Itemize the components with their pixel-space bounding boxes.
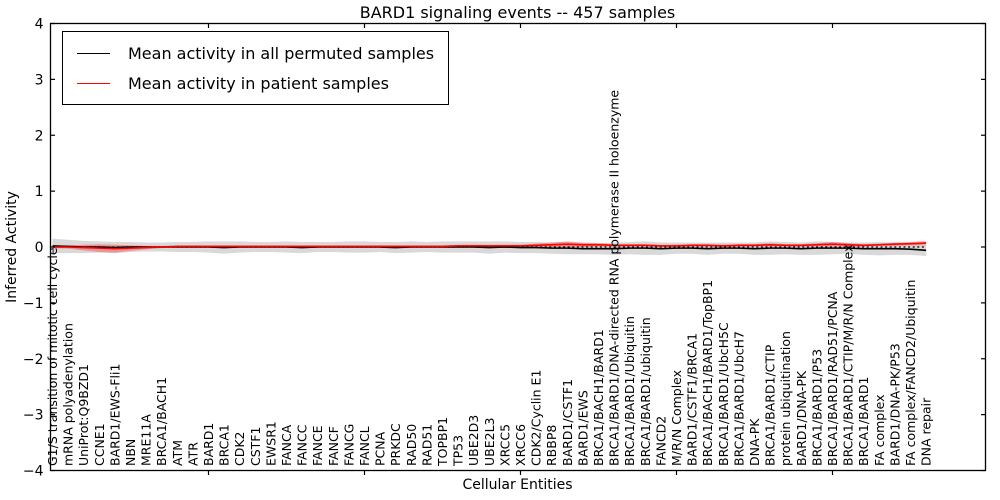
category-label: XRCC6 (513, 424, 528, 466)
category-label: BARD1 (201, 423, 216, 466)
category-label: BRCA1/BARD1/ubiquitin (638, 317, 653, 466)
y-tick-label: 2 (35, 128, 44, 144)
y-tick-label: −1 (23, 296, 44, 312)
legend-label-patient: Mean activity in patient samples (128, 73, 389, 93)
category-label: FANCC (295, 424, 310, 466)
patient-line-swatch (77, 82, 110, 84)
category-label: BRCA1/BARD1/Ubiquitin (622, 316, 637, 466)
category-label: PCNA (373, 431, 388, 466)
category-label: BARD1/DNA-PK/P53 (887, 343, 902, 466)
chart-title: BARD1 signaling events -- 457 samples (359, 3, 676, 22)
category-label: BARD1/CSTF1/BRCA1 (685, 333, 700, 466)
category-label: TOPBP1 (435, 417, 450, 467)
category-label: XRCC5 (497, 424, 512, 466)
category-label: RAD51 (419, 424, 434, 466)
y-tick-label: 3 (35, 72, 44, 88)
permuted-line-swatch (77, 52, 110, 54)
category-label: BRCA1/BARD1/DNA-directed RNA polymerase … (607, 90, 622, 466)
category-label: CDK2/Cyclin E1 (529, 370, 544, 466)
category-label: FANCL (357, 426, 372, 466)
category-label: BARD1/EWS (575, 390, 590, 466)
category-label: FANCD2 (653, 416, 668, 466)
category-label: DNA repair (919, 397, 934, 466)
y-tick-label: −2 (23, 352, 44, 368)
y-tick-label: 0 (35, 240, 44, 256)
category-label: NBN (123, 439, 138, 466)
category-label: FA complex/FANCD2/Ubiquitin (903, 280, 918, 466)
category-label: G1/S transition of mitotic cell cycle (45, 247, 60, 466)
category-label: PRKDC (388, 423, 403, 466)
category-label: RAD50 (404, 424, 419, 466)
category-label: mRNA polyadenylation (61, 323, 76, 466)
category-label: BRCA1/BARD1/UbcH7 (731, 331, 746, 466)
category-label: BRCA1/BARD1/P53 (809, 349, 824, 466)
y-tick-label: 1 (35, 184, 44, 200)
category-label: BARD1/EWS-Fli1 (107, 364, 122, 466)
category-label: BARD1/DNA-PK (794, 370, 809, 466)
category-label: BRCA1/BARD1/CTIP (763, 344, 778, 466)
category-label: UBE2L3 (482, 418, 497, 467)
category-label: TP53 (451, 435, 466, 467)
category-label: BRCA1 (217, 424, 232, 466)
legend-row-patient: Mean activity in patient samples (75, 68, 434, 98)
category-label: DNA-PK (747, 418, 762, 466)
category-label: ATM (170, 440, 185, 466)
category-label: M/R/N Complex (669, 370, 684, 466)
category-label: FANCA (279, 424, 294, 466)
category-label: RBBP8 (544, 425, 559, 466)
category-label: BRCA1/BACH1/BARD1/TopBP1 (700, 280, 715, 466)
category-label: FA complex (872, 394, 887, 466)
category-label: FANCG (341, 424, 356, 466)
category-label: BRCA1/BARD1/CTIP/M/R/N Complex (841, 244, 856, 466)
category-label: protein ubiquitination (778, 331, 793, 466)
legend-row-permuted: Mean activity in all permuted samples (75, 38, 434, 68)
category-label: FANCF (326, 426, 341, 466)
category-label: BRCA1/BACH1 (154, 377, 169, 466)
category-label: BRCA1/BARD1 (856, 377, 871, 466)
category-label: BRCA1/BARD1/RAD51/PCNA (825, 291, 840, 466)
y-tick-label: 4 (35, 17, 44, 33)
legend-label-permuted: Mean activity in all permuted samples (128, 43, 435, 63)
category-label: MRE11A (139, 414, 154, 466)
y-tick-label: −3 (23, 408, 44, 424)
patient-samples-band (52, 240, 927, 253)
category-label: CCNE1 (92, 423, 107, 466)
category-label: BRCA1/BARD1/UbcH5C (716, 322, 731, 466)
x-axis-label: Cellular Entities (462, 477, 573, 493)
category-label: BRCA1/BACH1/BARD1 (591, 329, 606, 466)
legend: Mean activity in all permuted samples Me… (62, 31, 450, 105)
category-label: CDK2 (232, 431, 247, 466)
category-label: EWSR1 (263, 421, 278, 466)
category-label: UniProt:Q9BZD1 (76, 364, 91, 466)
category-label: UBE2D3 (466, 415, 481, 466)
category-label: BARD1/CSTF1 (560, 379, 575, 466)
category-label: ATR (185, 442, 200, 466)
series-line-patient (52, 242, 927, 250)
y-tick-label: −4 (23, 464, 44, 480)
category-label: FANCE (310, 425, 325, 466)
category-label: CSTF1 (248, 427, 263, 466)
